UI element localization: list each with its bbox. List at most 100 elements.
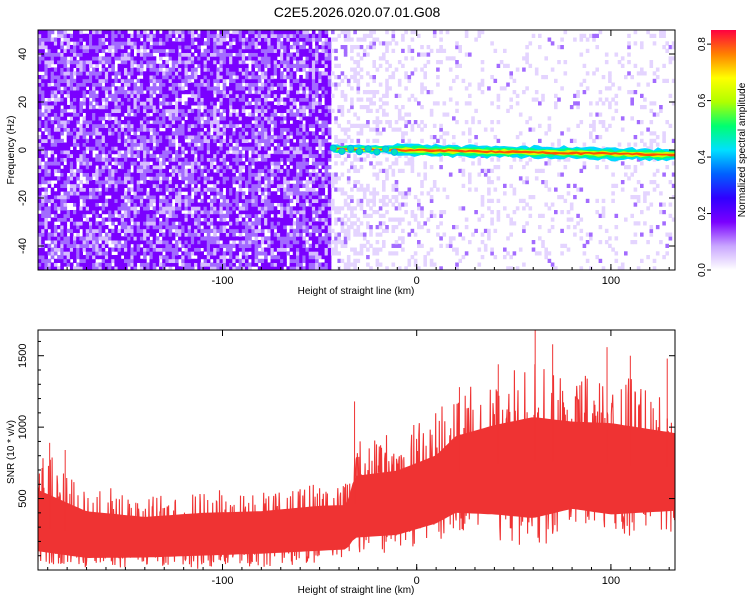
spectrogram-cell	[143, 221, 147, 226]
spectrogram-cell	[133, 105, 138, 110]
spectrogram-cell	[69, 243, 74, 248]
spectrogram-cell	[289, 228, 294, 233]
spectrogram-cell	[283, 63, 287, 68]
spectrogram-cell	[299, 161, 303, 166]
spectrogram-cell	[229, 135, 233, 140]
spectrogram-cell	[305, 232, 310, 237]
spectrogram-cell	[41, 258, 45, 263]
spectrogram-cell	[89, 123, 93, 128]
spectrogram-cell	[111, 168, 115, 173]
spectrogram-cell	[120, 236, 125, 241]
spectrogram-cell	[133, 116, 138, 121]
spectrogram-cell	[136, 243, 141, 248]
spectrogram-cell	[133, 41, 138, 46]
spectrogram-cell	[181, 251, 185, 256]
spectrogram-cell	[248, 52, 252, 57]
spectrogram-cell	[101, 198, 106, 203]
spectrogram-cell	[120, 180, 125, 185]
spectrogram-cell	[133, 168, 138, 173]
spectrogram-cell	[155, 176, 160, 181]
spectrogram-cell	[136, 67, 141, 72]
spectrogram-cell	[216, 157, 220, 162]
spectrogram-cell	[53, 112, 58, 117]
spectrogram-cell	[152, 112, 157, 117]
spectrogram-cell	[165, 52, 169, 57]
spectrogram-cell	[241, 176, 246, 181]
spectrogram-cell	[232, 131, 236, 136]
spectrogram-cell	[120, 266, 125, 270]
spectrogram-cell	[95, 30, 99, 35]
spectrogram-cell	[136, 135, 141, 140]
spectrogram-cell	[276, 82, 281, 87]
spectrogram-cell	[165, 105, 169, 110]
spectrogram-cell	[162, 210, 166, 215]
spectrogram-cell	[38, 120, 42, 125]
spectrogram-cell	[245, 82, 249, 87]
spectrogram-cell	[60, 198, 64, 203]
spectrogram-cell	[232, 232, 236, 237]
spectrogram-cell	[76, 213, 80, 218]
spectrogram-cell	[181, 217, 185, 222]
spectrogram-cell	[104, 123, 109, 128]
spectrogram-cell	[47, 41, 52, 46]
spectrogram-cell	[108, 146, 112, 151]
spectrogram-cell	[114, 206, 118, 211]
spectrogram-cell	[210, 168, 214, 173]
spectrogram-cell	[95, 232, 99, 237]
spectrogram-cell	[222, 180, 227, 185]
spectrogram-cell	[181, 198, 185, 203]
spectrogram-cell	[219, 127, 224, 132]
spectrogram-cell	[280, 105, 284, 110]
spectrogram-cell	[101, 191, 106, 196]
spectrogram-cell	[283, 135, 287, 140]
spectrogram-cell	[181, 37, 185, 42]
spectrogram-cell	[38, 161, 42, 166]
spectrogram-cell	[165, 221, 169, 226]
spectrogram-cell	[57, 225, 61, 230]
spectrogram-cell	[60, 97, 64, 102]
spectrogram-cell	[136, 232, 141, 237]
spectrogram-cell	[82, 221, 87, 226]
spectrogram-cell	[216, 240, 220, 245]
spectrogram-cell	[232, 217, 236, 222]
spectrogram-cell	[203, 150, 208, 155]
spectrogram-cell	[168, 48, 173, 53]
spectrogram-cell	[95, 161, 99, 166]
spectrogram-cell	[111, 150, 115, 155]
spectrogram-cell	[41, 101, 45, 106]
spectrogram-cell	[197, 255, 201, 260]
spectrogram-cell	[114, 217, 118, 222]
spectrogram-cell	[152, 228, 157, 233]
spectrogram-cell	[155, 30, 160, 35]
spectrogram-cell	[194, 127, 198, 132]
spectrogram-cell	[222, 90, 227, 95]
spectrogram-cell	[286, 187, 290, 192]
spectrogram-cell	[222, 146, 227, 151]
spectrogram-cell	[50, 67, 55, 72]
spectrogram-cell	[190, 187, 195, 192]
spectrogram-cell	[168, 101, 173, 106]
spectrogram-cell	[203, 176, 208, 181]
spectrogram-cell	[232, 45, 236, 50]
spectrogram-cell	[311, 123, 316, 128]
spectrogram-cell	[187, 153, 192, 158]
spectrogram-cell	[101, 161, 106, 166]
spectrogram-cell	[114, 247, 118, 252]
spectrogram-cell	[108, 228, 112, 233]
spectrogram-cell	[79, 146, 83, 151]
spectrogram-cell	[89, 195, 93, 200]
spectrogram-cell	[171, 161, 176, 166]
spectrogram-cell	[315, 101, 319, 106]
spectrogram-cell	[267, 105, 271, 110]
spectrogram-cell	[89, 56, 93, 61]
spectrogram-cell	[276, 37, 281, 42]
spectrogram-cell	[267, 195, 271, 200]
spectrogram-cell	[235, 213, 240, 218]
spectrogram-cell	[181, 123, 185, 128]
spectrogram-cell	[117, 108, 122, 113]
spectrogram-cell	[146, 266, 150, 270]
spectrogram-cell	[194, 262, 198, 267]
spectrogram-cell	[308, 71, 313, 76]
spectrogram-cell	[175, 213, 179, 218]
spectrogram-cell	[79, 138, 83, 143]
